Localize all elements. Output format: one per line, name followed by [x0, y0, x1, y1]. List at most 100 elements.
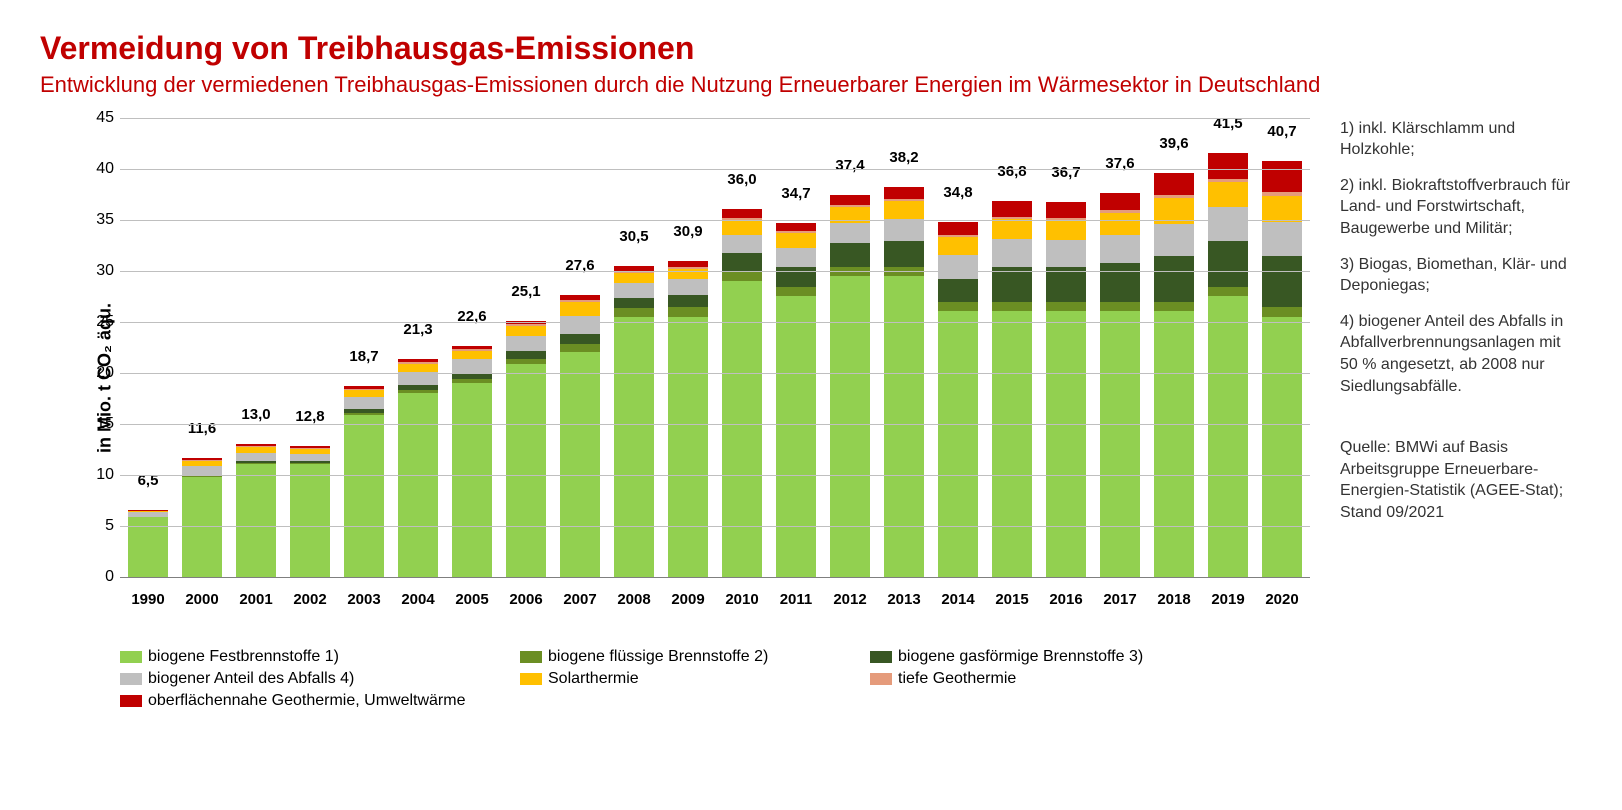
bar-column: 13,0 [232, 118, 280, 577]
y-tick-label: 45 [80, 109, 114, 127]
bar-segment-abfall [1208, 207, 1247, 241]
grid-line [120, 271, 1310, 272]
footnote-3: 3) Biogas, Biomethan, Klär- und Deponieg… [1340, 254, 1582, 297]
grid-line [120, 220, 1310, 221]
footnote-4: 4) biogener Anteil des Abfalls in Abfall… [1340, 311, 1582, 397]
bar-segment-festbrennstoffe [506, 364, 545, 576]
bar-segment-fluessig [1208, 287, 1247, 296]
bar-segment-festbrennstoffe [290, 464, 329, 576]
bar-total-label: 36,0 [718, 171, 766, 190]
bar-segment-fluessig [1262, 307, 1301, 316]
bar-segment-festbrennstoffe [938, 311, 977, 576]
bar-column: 34,7 [772, 118, 820, 577]
bar-column: 37,4 [826, 118, 874, 577]
legend-swatch [870, 673, 892, 685]
bar-segment-oberflaechen_geo [992, 201, 1031, 216]
x-tick-label: 2001 [232, 591, 280, 608]
bar-segment-solarthermie [938, 237, 977, 255]
bar-stack [128, 118, 167, 577]
x-tick-label: 2020 [1258, 591, 1306, 608]
bar-column: 36,0 [718, 118, 766, 577]
bar-segment-oberflaechen_geo [1154, 173, 1193, 195]
bar-segment-oberflaechen_geo [1046, 202, 1085, 217]
x-tick-label: 2004 [394, 591, 442, 608]
bar-segment-abfall [938, 255, 977, 278]
legend-label: oberflächennahe Geothermie, Umweltwärme [148, 692, 465, 710]
bar-total-label: 38,2 [880, 149, 928, 168]
legend-label: biogene Festbrennstoffe 1) [148, 648, 339, 666]
legend-label: biogener Anteil des Abfalls 4) [148, 670, 354, 688]
bar-segment-abfall [1100, 235, 1139, 264]
x-tick-label: 2008 [610, 591, 658, 608]
bar-segment-fluessig [560, 344, 599, 352]
bar-total-label: 22,6 [448, 308, 496, 327]
bar-stack [1208, 118, 1247, 577]
y-tick-label: 0 [80, 568, 114, 586]
bar-segment-gasfoermig [1262, 256, 1301, 307]
x-tick-label: 2017 [1096, 591, 1144, 608]
bar-segment-festbrennstoffe [344, 415, 383, 576]
bar-segment-fluessig [614, 308, 653, 316]
y-tick-label: 20 [80, 364, 114, 382]
bar-segment-oberflaechen_geo [938, 222, 977, 235]
bar-segment-abfall [830, 223, 869, 243]
bar-stack [560, 118, 599, 577]
bar-segment-gasfoermig [1100, 263, 1139, 302]
bar-segment-abfall [182, 466, 221, 474]
bar-segment-solarthermie [1046, 220, 1085, 240]
bar-column: 30,5 [610, 118, 658, 577]
legend-swatch [120, 695, 142, 707]
bar-stack [182, 118, 221, 577]
bar-segment-festbrennstoffe [560, 352, 599, 576]
bar-segment-abfall [506, 336, 545, 351]
bar-segment-festbrennstoffe [992, 311, 1031, 576]
bar-column: 39,6 [1150, 118, 1198, 577]
bar-segment-fluessig [1046, 302, 1085, 311]
bar-segment-fluessig [776, 287, 815, 296]
bar-segment-solarthermie [452, 351, 491, 359]
bar-column: 12,8 [286, 118, 334, 577]
bar-segment-festbrennstoffe [1262, 317, 1301, 577]
bar-stack [398, 118, 437, 577]
legend-item: biogener Anteil des Abfalls 4) [120, 670, 520, 688]
grid-line [120, 526, 1310, 527]
bar-segment-abfall [344, 397, 383, 409]
x-tick-label: 2009 [664, 591, 712, 608]
bar-segment-festbrennstoffe [614, 317, 653, 577]
legend-item: tiefe Geothermie [870, 670, 1250, 688]
bar-segment-solarthermie [1262, 196, 1301, 222]
bar-total-label: 36,7 [1042, 164, 1090, 183]
bar-segment-oberflaechen_geo [1100, 193, 1139, 210]
bar-column: 38,2 [880, 118, 928, 577]
bar-stack [992, 118, 1031, 577]
bar-segment-festbrennstoffe [722, 281, 761, 577]
bar-segment-gasfoermig [1154, 256, 1193, 302]
x-tick-label: 2014 [934, 591, 982, 608]
chart-title: Vermeidung von Treibhausgas-Emissionen [40, 30, 1582, 67]
footnote-2: 2) inkl. Biokraftstoffverbrauch für Land… [1340, 175, 1582, 240]
bar-column: 6,5 [124, 118, 172, 577]
legend: biogene Festbrennstoffe 1)biogene flüssi… [40, 648, 1320, 710]
bar-stack [668, 118, 707, 577]
bar-segment-abfall [884, 219, 923, 241]
bar-stack [1154, 118, 1193, 577]
bars-container: 6,511,613,012,818,721,322,625,127,630,53… [120, 118, 1310, 577]
bar-segment-oberflaechen_geo [722, 209, 761, 217]
bar-segment-abfall [1046, 240, 1085, 267]
bar-total-label: 36,8 [988, 163, 1036, 182]
bar-segment-fluessig [722, 272, 761, 281]
bar-segment-solarthermie [884, 201, 923, 218]
bar-segment-gasfoermig [992, 267, 1031, 303]
bar-column: 22,6 [448, 118, 496, 577]
bar-segment-abfall [1262, 222, 1301, 257]
bar-segment-gasfoermig [776, 267, 815, 287]
bar-segment-gasfoermig [560, 334, 599, 344]
bar-column: 36,8 [988, 118, 1036, 577]
bar-segment-fluessig [1100, 302, 1139, 311]
grid-line [120, 475, 1310, 476]
x-tick-label: 2018 [1150, 591, 1198, 608]
x-tick-label: 2015 [988, 591, 1036, 608]
bar-stack [1046, 118, 1085, 577]
bar-total-label: 40,7 [1258, 123, 1306, 142]
notes-column: 1) inkl. Klärschlamm und Holzkohle; 2) i… [1340, 118, 1582, 538]
